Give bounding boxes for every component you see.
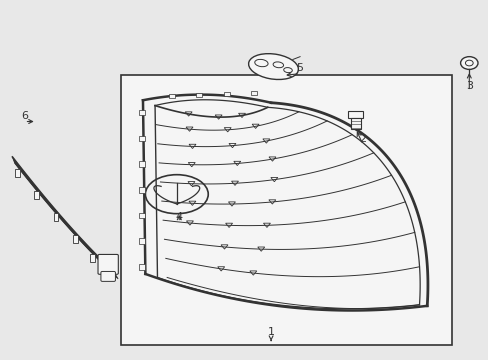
Ellipse shape: [248, 54, 298, 80]
Bar: [15, 169, 20, 177]
Bar: [350, 118, 360, 129]
Bar: [102, 268, 106, 276]
Bar: [73, 235, 78, 243]
Bar: [139, 213, 145, 218]
Bar: [139, 264, 145, 270]
Text: 2: 2: [359, 134, 366, 144]
Text: 5: 5: [296, 63, 303, 73]
Text: 3: 3: [465, 81, 472, 91]
Bar: [139, 187, 145, 193]
FancyBboxPatch shape: [101, 271, 115, 282]
Bar: [348, 111, 362, 118]
Bar: [169, 94, 175, 99]
Bar: [196, 93, 202, 98]
Circle shape: [460, 57, 477, 69]
Bar: [139, 161, 145, 167]
Bar: [139, 110, 145, 116]
Bar: [90, 254, 95, 262]
Bar: [224, 92, 229, 96]
Bar: [251, 91, 257, 95]
Text: 6: 6: [21, 111, 28, 121]
Bar: [34, 191, 39, 199]
Text: 1: 1: [267, 327, 274, 337]
Bar: [139, 238, 145, 244]
Bar: [121, 76, 451, 345]
Bar: [53, 213, 58, 221]
Bar: [139, 135, 145, 141]
Text: 4: 4: [175, 212, 183, 222]
FancyBboxPatch shape: [98, 255, 118, 274]
